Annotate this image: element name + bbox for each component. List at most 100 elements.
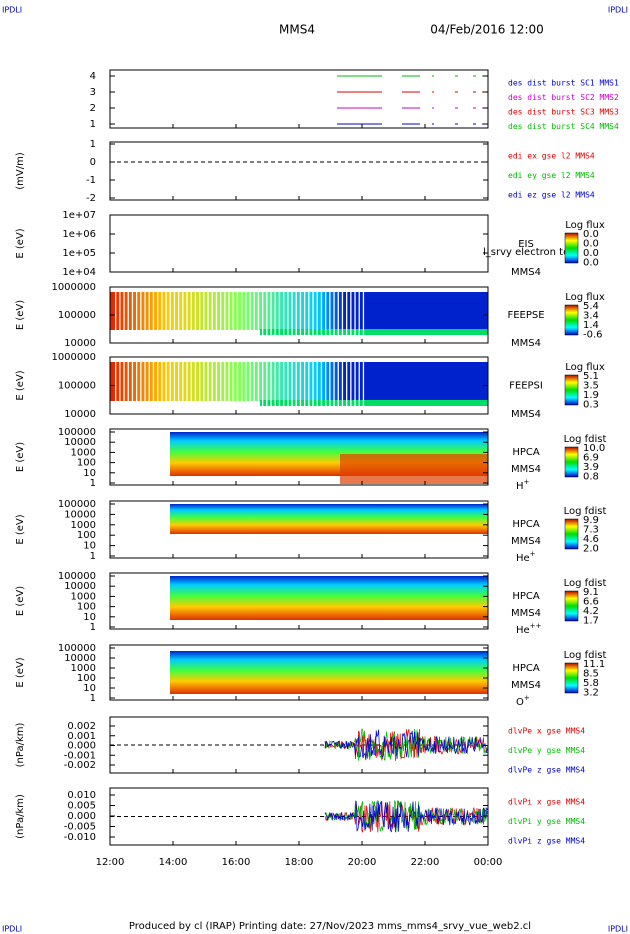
spectrogram-stripe xyxy=(199,292,201,335)
y-tick-label: 100000 xyxy=(58,427,96,438)
spectrogram-stripe xyxy=(299,292,302,335)
spectrogram-stripe xyxy=(203,292,205,335)
colorbar-label: 9.1 xyxy=(583,587,599,598)
y-tick-label: 3 xyxy=(90,87,96,98)
y-tick-label: 0.000 xyxy=(67,811,96,822)
spectrogram-stripe xyxy=(173,292,176,335)
species-name: O xyxy=(516,697,524,708)
spectrogram-stripe xyxy=(257,292,260,335)
spectrogram-stripe xyxy=(325,362,327,406)
spectrogram-stripe xyxy=(249,292,251,335)
y-tick-label: 0.005 xyxy=(67,801,96,812)
colorbar-label: 0.0 xyxy=(583,248,599,259)
date: 04/Feb/2016 12:00 xyxy=(430,23,544,37)
spectrogram-stripe xyxy=(312,292,314,335)
species-label: He++ xyxy=(516,622,542,636)
spectrogram-stripe xyxy=(215,362,218,406)
y-tick-label: 10 xyxy=(83,468,96,479)
spectrogram xyxy=(170,576,488,620)
x-tick-label: 22:00 xyxy=(411,857,440,868)
y-tick-label: 10 xyxy=(83,683,96,694)
spectrogram-stripe xyxy=(283,362,285,406)
y-tick-label: 100000 xyxy=(58,643,96,654)
y-tick-label: 10 xyxy=(83,612,96,623)
spectrogram-stripe xyxy=(337,292,339,335)
colorbar-label: 0.0 xyxy=(583,258,599,269)
colorbar-label: 3.9 xyxy=(583,462,599,473)
y-tick-label: 100 xyxy=(77,673,96,684)
spectrogram-stripe xyxy=(131,292,134,335)
spectrogram-stripe xyxy=(224,362,226,406)
spectrogram-stripe xyxy=(211,362,213,406)
y-tick-label: 100 xyxy=(77,530,96,541)
colorbar-label: 6.6 xyxy=(583,597,599,608)
spectrogram-stripe xyxy=(165,292,167,335)
y-tick-label: 1000 xyxy=(71,520,96,531)
spectrogram-stripe xyxy=(203,362,205,406)
spectrogram-stripe xyxy=(291,292,293,335)
panel-frame xyxy=(109,141,489,201)
y-tick-label: 0.001 xyxy=(67,731,96,742)
legend-entry: edi ez gse l2 MMS4 xyxy=(508,191,595,200)
species-charge: + xyxy=(530,550,536,558)
spectrogram-stripe xyxy=(115,362,117,406)
spectrogram-stripe xyxy=(341,292,344,335)
species-name: He xyxy=(516,625,530,636)
spectrogram-stripe xyxy=(308,292,310,335)
y-tick-label: 100 xyxy=(77,602,96,613)
spectrogram-stripe xyxy=(182,362,184,406)
spectrogram-stripe xyxy=(241,362,243,406)
instrument-label: MMS4 xyxy=(511,608,541,619)
legend-entry: dlvPi y gse MMS4 xyxy=(508,817,585,826)
spectrogram-stripe xyxy=(228,292,230,335)
spectrogram-stripe xyxy=(262,292,264,335)
colorbar-title: Log fdist xyxy=(564,434,607,445)
y-tick-label: -0.001 xyxy=(64,750,96,761)
instrument-label: MMS4 xyxy=(511,267,541,278)
spectrogram-stripe xyxy=(308,362,310,406)
y-axis-label: (nPa/km) xyxy=(15,794,26,839)
spectrogram-stripe xyxy=(287,362,289,406)
legend-entry: dlvPi z gse MMS4 xyxy=(508,837,585,846)
y-tick-label: 4 xyxy=(90,71,96,82)
y-tick-label: 10000 xyxy=(64,509,96,520)
spectrogram-stripe xyxy=(350,362,352,406)
spectrogram-stripe xyxy=(257,362,260,406)
colorbar-label: 0.0 xyxy=(583,239,599,250)
instrument-label: FEEPSI xyxy=(509,381,543,392)
y-tick-label: 10 xyxy=(83,541,96,552)
legend-entry: dlvPi x gse MMS4 xyxy=(508,798,585,807)
y-tick-label: 1000000 xyxy=(51,282,96,293)
y-tick-label: -2 xyxy=(86,193,96,204)
spectrogram-stripe xyxy=(220,362,222,406)
colorbar xyxy=(564,374,579,406)
spectrogram-stripe xyxy=(316,292,318,335)
y-tick-label: -0.002 xyxy=(64,760,96,771)
spectrogram-stripe xyxy=(148,362,150,406)
colorbar-title: Log fdist xyxy=(564,578,607,589)
colorbar-label: -0.6 xyxy=(583,330,603,341)
spectrogram-stripe xyxy=(320,292,323,335)
spectrogram-stripe xyxy=(199,362,201,406)
y-tick-label: 0.010 xyxy=(67,790,96,801)
spectrogram-stripe xyxy=(253,362,255,406)
colorbar xyxy=(564,590,579,622)
spectrogram-dark xyxy=(340,454,488,484)
instrument-label: HPCA xyxy=(512,447,540,458)
spectrogram-stripe xyxy=(241,292,243,335)
y-tick-label: 1000 xyxy=(71,591,96,602)
colorbar-label: 5.4 xyxy=(583,301,599,312)
spectrogram-stripe xyxy=(127,362,129,406)
y-tick-label: 1e+04 xyxy=(62,267,96,278)
spectrogram-stripe xyxy=(329,292,331,335)
spectrogram-stripe xyxy=(295,292,297,335)
spectrogram-stripe xyxy=(232,292,234,335)
colorbar-label: 2.0 xyxy=(583,544,599,555)
species-label: O+ xyxy=(516,694,530,708)
y-tick-label: 1e+06 xyxy=(62,229,96,240)
y-axis-label: E (eV) xyxy=(15,228,26,258)
spectrogram-stripe xyxy=(119,362,121,406)
spectrogram-stripe xyxy=(136,362,138,406)
y-tick-label: -1 xyxy=(86,175,96,186)
